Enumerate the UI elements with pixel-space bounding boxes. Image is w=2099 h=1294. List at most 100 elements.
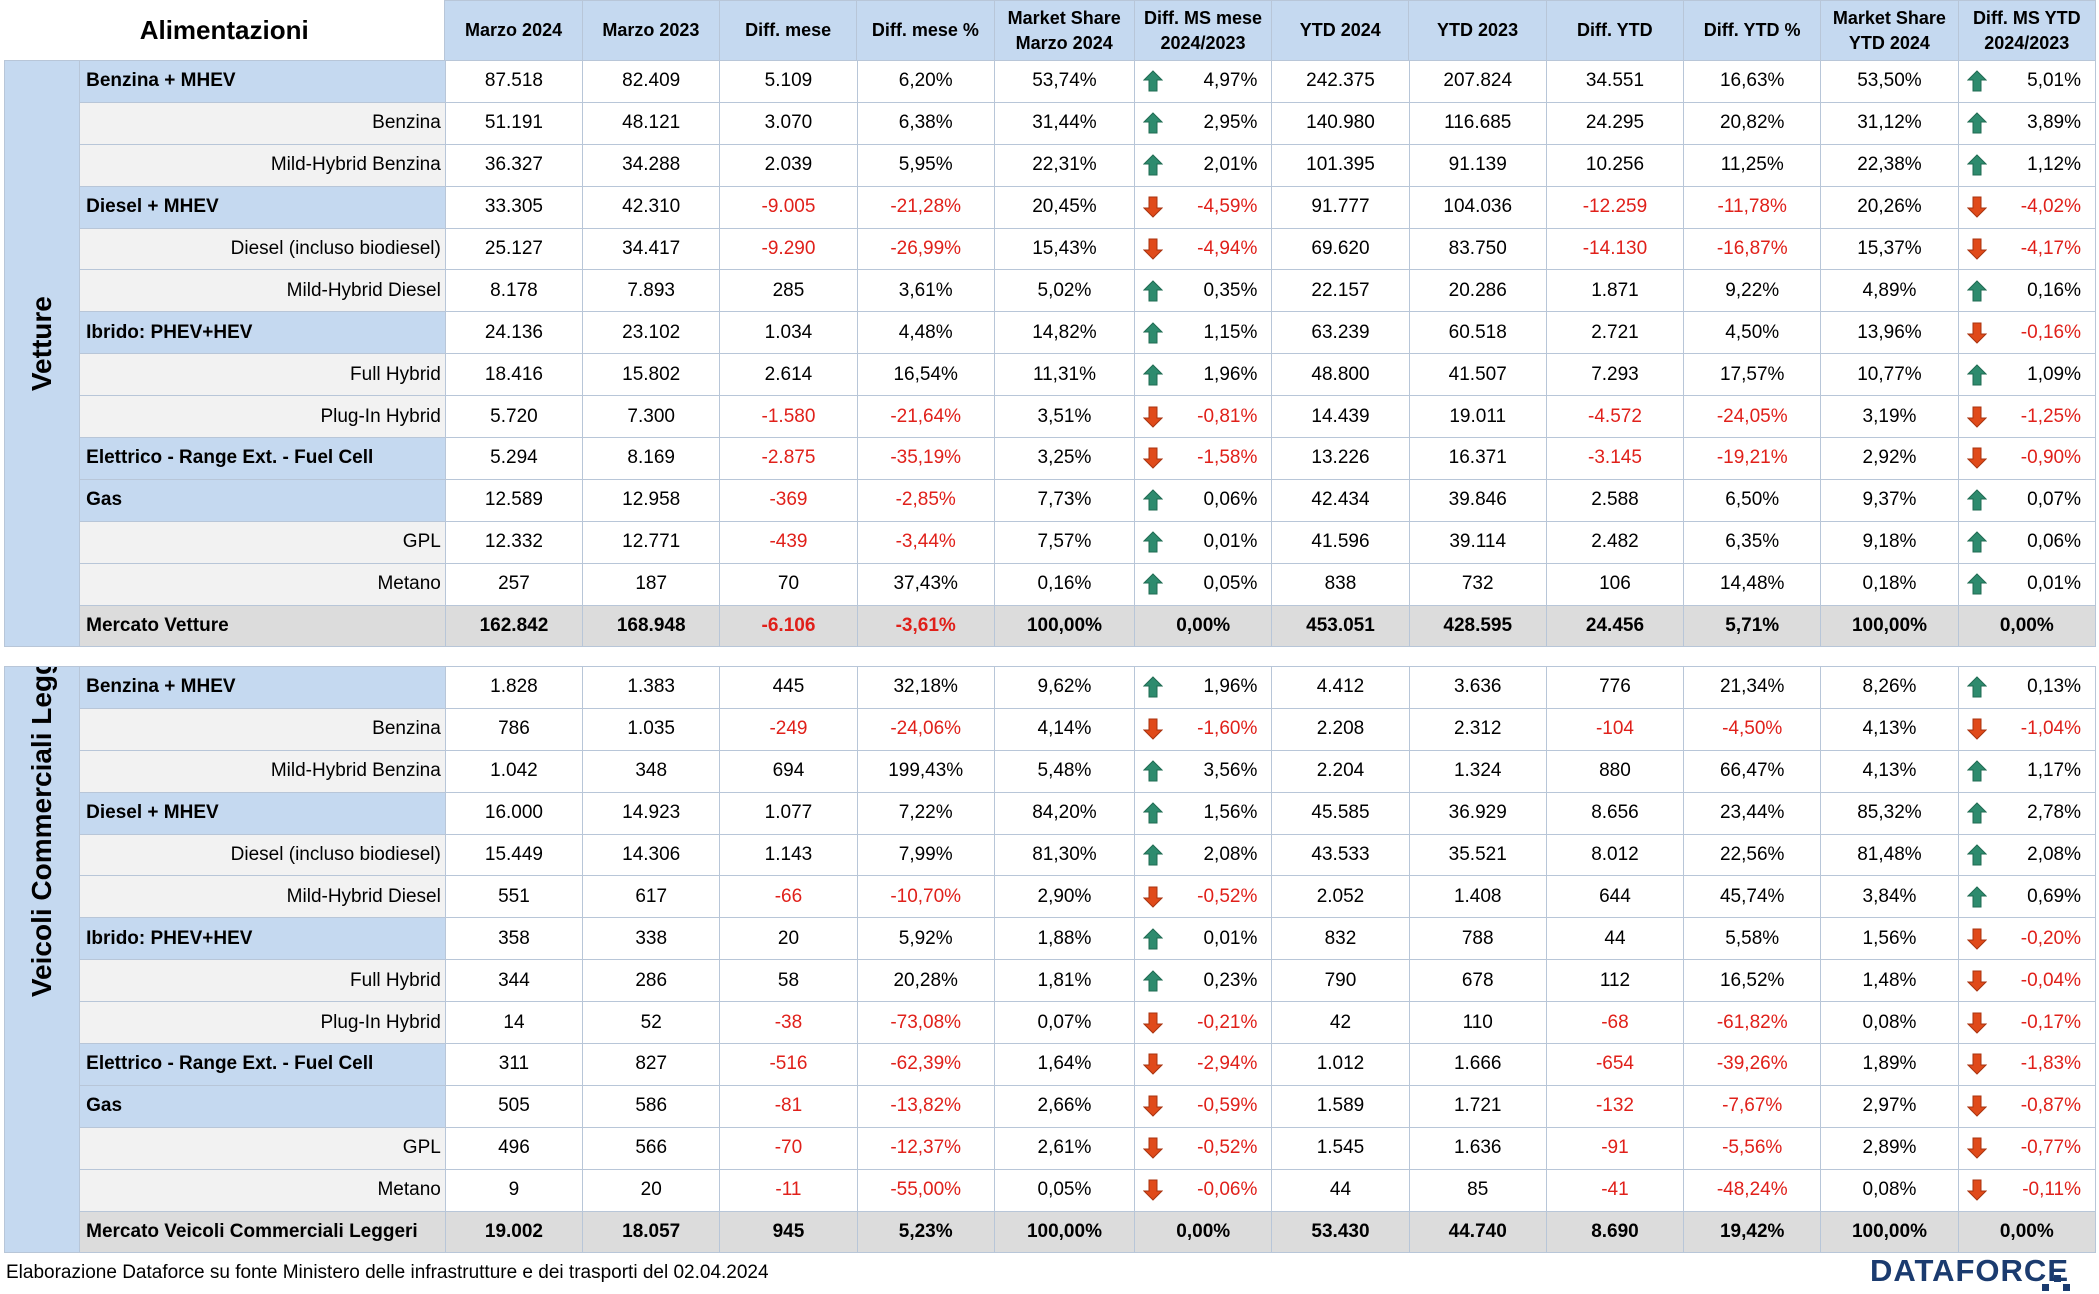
value-cell: 33.305 bbox=[444, 185, 584, 229]
arrow-down-icon bbox=[1143, 1012, 1164, 1034]
footer-note: Elaborazione Dataforce su fonte Minister… bbox=[6, 1262, 769, 1283]
value-cell: 35.521 bbox=[1408, 833, 1547, 877]
value-cell: 24.456 bbox=[1545, 604, 1685, 648]
ms-diff-cell: -4,59% bbox=[1134, 185, 1273, 229]
ms-diff-value: 2,08% bbox=[2027, 844, 2081, 865]
value-cell: 39.846 bbox=[1408, 478, 1547, 522]
value-cell: 100,00% bbox=[1820, 1210, 1959, 1254]
value-cell: 4,89% bbox=[1820, 269, 1959, 313]
value-cell: 8.178 bbox=[444, 269, 584, 313]
table-row: Ibrido: PHEV+HEV 24.136 23.102 1.034 4,48% 14… bbox=[5, 311, 2097, 355]
value-cell: 116.685 bbox=[1408, 101, 1547, 145]
header-col-line1: Diff. MS YTD bbox=[1972, 7, 2081, 28]
value-cell: 338 bbox=[582, 917, 721, 961]
value-cell: -11,78% bbox=[1683, 185, 1822, 229]
arrow-up-icon bbox=[1143, 928, 1164, 950]
ms-diff-cell: -0,59% bbox=[1134, 1084, 1273, 1128]
value-cell: 16.371 bbox=[1408, 437, 1547, 480]
row-name: Benzina bbox=[79, 101, 446, 145]
ms-diff-value: 0,35% bbox=[1203, 279, 1258, 301]
arrow-up-icon bbox=[1966, 531, 1987, 553]
logo-square bbox=[2042, 1284, 2049, 1291]
value-cell: -61,82% bbox=[1683, 1001, 1822, 1045]
value-cell: 2,90% bbox=[993, 875, 1136, 919]
value-cell: 36.929 bbox=[1408, 791, 1547, 835]
table-row: Diesel (incluso biodiesel) 15.449 14.306 1.… bbox=[5, 833, 2097, 877]
arrow-down-icon bbox=[1966, 1179, 1987, 1201]
header-col-line1: YTD 2024 bbox=[1299, 20, 1381, 40]
value-cell: -5,56% bbox=[1683, 1126, 1822, 1170]
value-cell: -2.875 bbox=[719, 437, 858, 480]
value-cell: 2,89% bbox=[1820, 1126, 1959, 1170]
ms-diff-value: 5,01% bbox=[2027, 70, 2081, 92]
value-cell: 43.533 bbox=[1271, 833, 1410, 877]
value-cell: 4,14% bbox=[993, 707, 1136, 751]
value-cell: 53.430 bbox=[1271, 1210, 1410, 1254]
value-cell: -21,64% bbox=[856, 395, 995, 439]
header-col-line1: Diff. MS mese bbox=[1143, 7, 1263, 28]
value-cell: 832 bbox=[1271, 917, 1410, 961]
ms-diff-cell: -0,21% bbox=[1134, 1001, 1273, 1045]
header-col-line1: Marzo 2024 bbox=[465, 20, 563, 40]
header-col: YTD 2024 bbox=[1271, 0, 1410, 61]
value-cell: 2.312 bbox=[1408, 707, 1547, 751]
value-cell: -3,44% bbox=[856, 520, 995, 564]
value-cell: 1.666 bbox=[1408, 1043, 1547, 1086]
ms-diff-value: -0,77% bbox=[2020, 1137, 2081, 1159]
ms-diff-cell: 0,06% bbox=[1134, 478, 1273, 522]
value-cell: 37,43% bbox=[856, 562, 995, 606]
ms-diff-cell: -0,52% bbox=[1134, 1126, 1273, 1170]
value-cell: -654 bbox=[1545, 1043, 1685, 1086]
arrow-up-icon bbox=[1966, 802, 1987, 824]
value-cell: 91.777 bbox=[1271, 185, 1410, 229]
value-cell: 0,08% bbox=[1820, 1168, 1959, 1212]
ms-diff-cell: 0,00% bbox=[1957, 1210, 2097, 1254]
row-name: Ibrido: PHEV+HEV bbox=[79, 917, 446, 961]
table-row: Plug-In Hybrid 14 52 -38 -73,08% 0,07% -0,21% 4… bbox=[5, 1001, 2097, 1045]
ms-diff-value: 0,07% bbox=[2027, 489, 2081, 511]
value-cell: 1.077 bbox=[719, 791, 858, 835]
value-cell: 2.204 bbox=[1271, 749, 1410, 793]
value-cell: -249 bbox=[719, 707, 858, 751]
value-cell: 5,02% bbox=[993, 269, 1136, 313]
value-cell: -70 bbox=[719, 1126, 858, 1170]
value-cell: 14,48% bbox=[1683, 562, 1822, 606]
value-cell: -3,61% bbox=[856, 604, 995, 648]
header-col-line1: Market Share bbox=[1832, 7, 1946, 28]
ms-diff-value: -1,58% bbox=[1197, 447, 1258, 469]
ms-diff-cell: -4,94% bbox=[1134, 227, 1273, 271]
value-cell: 9,22% bbox=[1683, 269, 1822, 313]
header-col-line2: 2024/2023 bbox=[1984, 32, 2070, 53]
value-cell: 19,42% bbox=[1683, 1210, 1822, 1254]
ms-diff-cell: 0,35% bbox=[1134, 269, 1273, 313]
value-cell: 19.002 bbox=[444, 1210, 584, 1254]
value-cell: 344 bbox=[444, 959, 584, 1003]
value-cell: 31,44% bbox=[993, 101, 1136, 145]
ms-diff-value: -4,02% bbox=[2020, 196, 2081, 218]
value-cell: 83.750 bbox=[1408, 227, 1547, 271]
header-col: Diff. YTD bbox=[1545, 0, 1684, 61]
ms-diff-value: 2,78% bbox=[2027, 802, 2081, 824]
value-cell: 18.416 bbox=[444, 353, 584, 397]
ms-diff-cell: 0,23% bbox=[1134, 959, 1273, 1003]
value-cell: 8.169 bbox=[582, 437, 721, 480]
ms-diff-value: 2,08% bbox=[1203, 844, 1258, 865]
arrow-down-icon bbox=[1966, 1137, 1987, 1159]
value-cell: 285 bbox=[719, 269, 858, 313]
ms-diff-cell: -1,83% bbox=[1957, 1043, 2097, 1086]
table-row: Elettrico - Range Ext. - Fuel Cell 5.294 8… bbox=[5, 437, 2097, 480]
value-cell: 1,48% bbox=[1820, 959, 1959, 1003]
ms-diff-cell: -0,77% bbox=[1957, 1126, 2097, 1170]
arrow-up-icon bbox=[1143, 363, 1164, 386]
arrow-up-icon bbox=[1966, 363, 1987, 386]
value-cell: 66,47% bbox=[1683, 749, 1822, 793]
arrow-down-icon bbox=[1143, 1137, 1164, 1159]
ms-diff-cell: 2,78% bbox=[1957, 791, 2097, 835]
value-cell: 14,82% bbox=[993, 311, 1136, 355]
value-cell: 21,34% bbox=[1683, 666, 1822, 709]
value-cell: 41.507 bbox=[1408, 353, 1547, 397]
ms-diff-cell: -0,20% bbox=[1957, 917, 2097, 961]
value-cell: 0,18% bbox=[1820, 562, 1959, 606]
table-row: Gas 12.589 12.958 -369 -2,85% 7,73% 0,06% 42.43… bbox=[5, 478, 2097, 522]
value-cell: -26,99% bbox=[856, 227, 995, 271]
